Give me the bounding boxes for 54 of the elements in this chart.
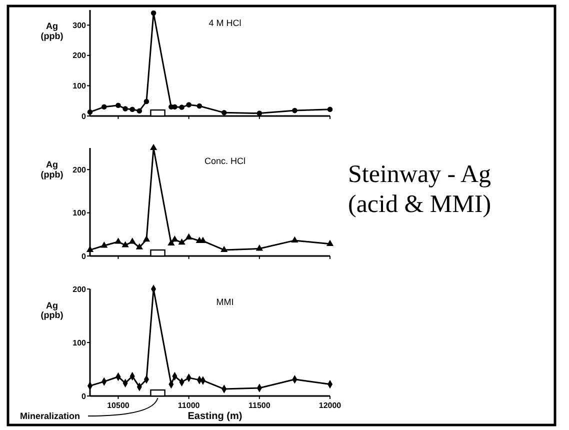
point — [101, 104, 107, 110]
text: Conc. HCl — [204, 156, 246, 166]
point — [326, 240, 334, 246]
point — [86, 246, 94, 252]
point — [142, 235, 150, 242]
y-tick-label: 0 — [82, 252, 87, 261]
point — [220, 246, 228, 252]
point — [292, 108, 298, 114]
point — [122, 106, 128, 112]
band-label: Mineralization — [20, 411, 80, 421]
x-axis-title: Easting (m) — [188, 411, 242, 422]
x-tick-label: 12000 — [318, 401, 342, 410]
point — [172, 104, 178, 110]
point — [186, 102, 192, 108]
point — [136, 243, 143, 250]
point — [256, 110, 262, 116]
point — [130, 106, 135, 112]
y-tick-label: 300 — [72, 20, 87, 30]
point — [327, 106, 333, 112]
y-axis-title: Ag (ppb) — [40, 300, 64, 320]
y-tick-label: 100 — [72, 338, 87, 348]
point — [185, 233, 192, 240]
y-tick-label: 200 — [72, 165, 87, 174]
point — [150, 144, 158, 150]
x-tick-label: 11500 — [248, 401, 271, 410]
point — [291, 236, 298, 243]
y-tick-label: 200 — [72, 284, 87, 294]
point — [122, 241, 129, 248]
y-tick-label: 0 — [82, 112, 87, 121]
y-tick-label: 100 — [72, 208, 87, 218]
text: Steinway - Ag (acid & MMI) — [348, 161, 492, 218]
point — [116, 102, 121, 108]
text: MMI — [216, 297, 234, 307]
x-tick-label: 10500 — [107, 401, 130, 410]
y-axis-title: Ag (ppb) — [40, 159, 64, 180]
point — [179, 104, 184, 110]
point — [144, 98, 150, 104]
text: 4 M HCl — [208, 18, 242, 28]
point — [100, 242, 108, 248]
y-tick-label: 0 — [82, 392, 87, 401]
y-tick-label: 200 — [72, 51, 87, 60]
y-tick-label: 100 — [72, 82, 87, 91]
point — [221, 110, 227, 116]
point — [178, 238, 186, 245]
point — [196, 103, 202, 109]
x-tick-label: 11000 — [178, 401, 200, 410]
point — [256, 244, 263, 251]
point — [168, 239, 175, 246]
point — [128, 238, 136, 244]
point — [136, 108, 142, 114]
point — [114, 238, 122, 244]
point — [171, 235, 178, 242]
point — [150, 10, 156, 16]
y-axis-title: Ag (ppb) — [40, 21, 64, 41]
